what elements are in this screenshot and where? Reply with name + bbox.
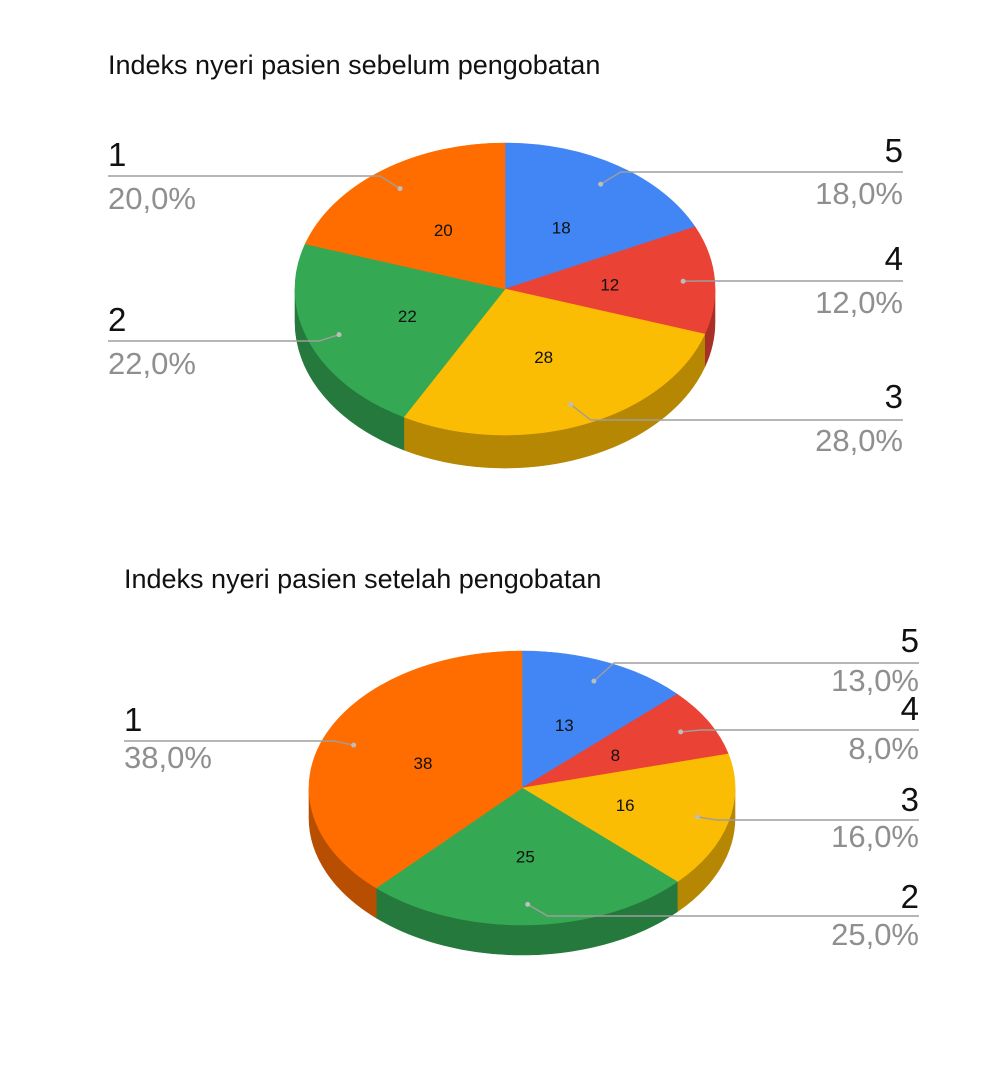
chart-title-after: Indeks nyeri pasien setelah pengobatan <box>124 564 601 594</box>
percent-label-3: 28,0% <box>815 423 903 458</box>
category-label-4: 4 <box>901 690 919 727</box>
slice-value-1: 20 <box>434 221 453 240</box>
percent-label-2: 22,0% <box>108 346 196 381</box>
leader-line-3 <box>697 816 919 821</box>
slice-value-4: 12 <box>600 275 619 294</box>
percent-label-5: 18,0% <box>815 176 903 211</box>
leader-line-3 <box>570 403 903 421</box>
slice-value-3: 16 <box>616 796 635 815</box>
pie-slice-1 <box>308 650 523 889</box>
leader-line-5 <box>593 662 919 682</box>
category-label-3: 3 <box>901 781 919 818</box>
leader-dot-4 <box>678 729 684 735</box>
leader-dot-1 <box>397 186 403 192</box>
leader-dot-5 <box>591 678 597 684</box>
leader-line-1 <box>124 740 354 746</box>
leader-line-5 <box>600 171 903 185</box>
leader-line-4 <box>680 729 919 733</box>
pie-slice-2 <box>294 243 506 418</box>
category-label-1: 1 <box>124 701 142 738</box>
chart-title-before: Indeks nyeri pasien sebelum pengobatan <box>108 50 600 80</box>
slice-value-2: 22 <box>398 307 417 326</box>
pie-chart-before: 18 12 28 22 20 5 18,0% 4 12,0% 3 28,0% 2 22,0% 1 20,0%… <box>108 50 903 469</box>
leader-dot-2 <box>525 901 531 907</box>
slice-outer-labels: 5 18,0% 4 12,0% 3 28,0% 2 22,0% 1 20,0% <box>108 132 903 458</box>
pie-slice-3 <box>403 288 706 436</box>
slice-value-2: 25 <box>516 847 535 866</box>
slice-value-labels: 18 12 28 22 20 <box>398 218 619 367</box>
leader-dot-5 <box>598 181 604 187</box>
leader-line-1 <box>108 175 401 190</box>
category-label-5: 5 <box>885 132 903 169</box>
category-label-1: 1 <box>108 136 126 173</box>
pie-slice-4 <box>521 693 729 789</box>
leader-dot-2 <box>336 332 342 338</box>
category-label-2: 2 <box>108 301 126 338</box>
percent-label-3: 16,0% <box>831 819 919 854</box>
leader-line-2 <box>108 334 340 342</box>
slice-value-5: 18 <box>552 218 571 237</box>
leader-dot-3 <box>694 814 700 820</box>
percent-label-4: 12,0% <box>815 285 903 320</box>
pie-slice-3 <box>521 753 736 883</box>
percent-label-1: 38,0% <box>124 740 212 775</box>
category-label-4: 4 <box>885 240 903 277</box>
slice-value-1: 38 <box>414 754 433 773</box>
percent-label-1: 20,0% <box>108 181 196 216</box>
slice-outer-labels: 5 13,0%4 8,0% 316,0% 225,0% 138,0% <box>124 622 919 952</box>
slice-value-labels: 13 8 16 25 38 <box>414 716 635 866</box>
pie-slice-5 <box>521 650 678 789</box>
leader-dot-1 <box>351 742 357 748</box>
leader-dot-4 <box>680 278 686 284</box>
pie-slice-1 <box>304 142 506 290</box>
slice-value-3: 28 <box>534 348 553 367</box>
pie-slices <box>294 142 716 436</box>
slice-value-5: 13 <box>555 716 574 735</box>
pie-slice-2 <box>375 787 678 926</box>
leader-dot-3 <box>568 401 574 407</box>
pie-chart-after: 13 8 16 25 38 5 13,0%4 8,0% 316,0% 225,0% 138,0% In… <box>124 564 919 956</box>
leader-line-2 <box>527 903 919 917</box>
percent-label-5: 13,0% <box>831 663 919 698</box>
percent-label-2: 25,0% <box>831 917 919 952</box>
slice-value-4: 8 <box>611 746 620 765</box>
percent-label-4: 8,0% <box>848 731 919 766</box>
pie-slice-4 <box>503 226 716 335</box>
pie-slices <box>308 650 736 926</box>
category-label-3: 3 <box>885 378 903 415</box>
category-label-5: 5 <box>901 622 919 659</box>
pie-slice-5 <box>504 142 696 290</box>
category-label-2: 2 <box>901 878 919 915</box>
